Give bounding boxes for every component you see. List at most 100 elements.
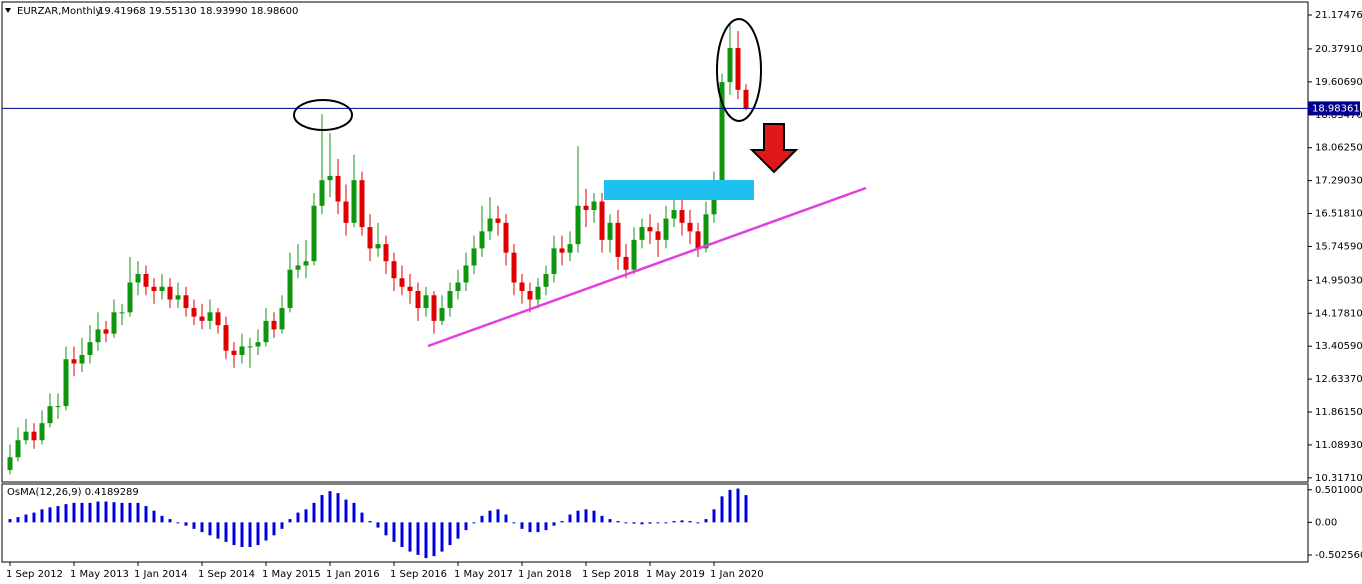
osma-bar [88,502,92,523]
osma-bar [16,517,20,523]
osma-bar [472,522,476,524]
candle-body [87,342,93,355]
osma-bar [360,512,364,523]
price-label: 18.98361 [1312,103,1360,114]
candle-body [183,295,189,309]
osma-bar [336,493,340,523]
osma-bar [192,522,196,529]
candle-body [247,346,253,348]
osma-bar [112,502,116,523]
candle-body [103,329,109,334]
osma-bar [408,522,412,552]
osma-bar [672,521,676,523]
x-tick-label: 1 May 2017 [454,569,513,580]
osma-bar [432,522,436,557]
y-tick-label: 14.95030 [1315,275,1362,286]
x-tick-label: 1 Sep 2012 [6,569,63,580]
indicator-y-tick-label: 0.5010001 [1315,485,1362,496]
osma-bar [24,514,28,523]
candle-body [447,291,453,309]
candle-body [215,312,221,326]
ellipse-2020 [716,18,762,122]
candle-body [743,89,749,109]
osma-bar [296,512,300,523]
quote: 19.41968 19.55130 18.93990 18.98600 [98,6,298,17]
osma-bar [704,519,708,523]
candle-body [503,222,509,253]
osma-bar [728,489,732,523]
candle-body [663,218,669,240]
osma-bar [520,522,524,529]
candle-body [655,231,661,240]
osma-bar [512,522,516,524]
osma-bar [536,522,540,533]
ellipse-2015 [293,99,353,131]
x-tick-label: 1 May 2013 [70,569,129,580]
osma-bar [680,520,684,523]
osma-bar [416,522,420,555]
candle-body [543,273,549,287]
candle-body [647,227,653,232]
osma-bar [720,496,724,523]
candle-body [271,320,277,330]
candle-body [95,329,101,343]
osma-bar [304,509,308,523]
osma-bar [200,522,204,533]
x-tick-label: 1 May 2015 [262,569,321,580]
candle-body [7,457,13,471]
main-panel-frame [1,1,1309,483]
osma-bar [616,521,620,523]
candle-body [375,244,381,249]
osma-bar [632,522,636,524]
candle-body [671,210,677,219]
osma-bar [584,509,588,523]
osma-bar [272,522,276,536]
candle-body [191,308,197,317]
candle-body [351,180,357,223]
candle-body [479,231,485,249]
osma-bar [248,522,252,548]
candle-body [431,295,437,321]
osma-bar [104,501,108,523]
candle-body [167,286,173,300]
osma-bar [592,510,596,523]
osma-bar [464,522,468,531]
candle-body [47,406,53,424]
osma-bar [544,522,548,531]
candle-body [23,431,29,441]
osma-bar [376,522,380,528]
osma-bar [392,522,396,542]
candle-body [399,278,405,287]
candle-body [591,201,597,211]
osma-bar [456,522,460,539]
indicator-y-tick-label: -0.5025607 [1315,550,1362,561]
osma-bar [624,522,628,524]
y-tick-label: 14.17810 [1315,308,1362,319]
candle-body [143,273,149,287]
osma-bar [256,522,260,546]
candle-body [127,282,133,313]
osma-bar [712,509,716,523]
candle-body [575,205,581,245]
y-tick-label: 18.06250 [1315,143,1362,154]
indicator-y-tick-label: 0.00 [1315,517,1337,528]
candle-body [695,231,701,249]
candle-body [287,269,293,309]
candle-body [527,291,533,300]
candle-body [471,248,477,266]
osma-bar [8,519,12,523]
candle-body [295,265,301,270]
candle-body [343,201,349,223]
candle-body [735,48,741,90]
osma-bar [128,502,132,523]
candle-body [383,244,389,262]
candle-body [327,175,333,181]
x-tick-label: 1 Sep 2018 [582,569,639,580]
osma-bar [552,522,556,526]
osma-bar [696,522,700,524]
y-tick-label: 12.63370 [1315,374,1362,385]
candle-body [407,286,413,292]
x-tick-label: 1 Jan 2018 [518,569,572,580]
x-tick-label: 1 Sep 2014 [198,569,255,580]
osma-bar [600,515,604,523]
